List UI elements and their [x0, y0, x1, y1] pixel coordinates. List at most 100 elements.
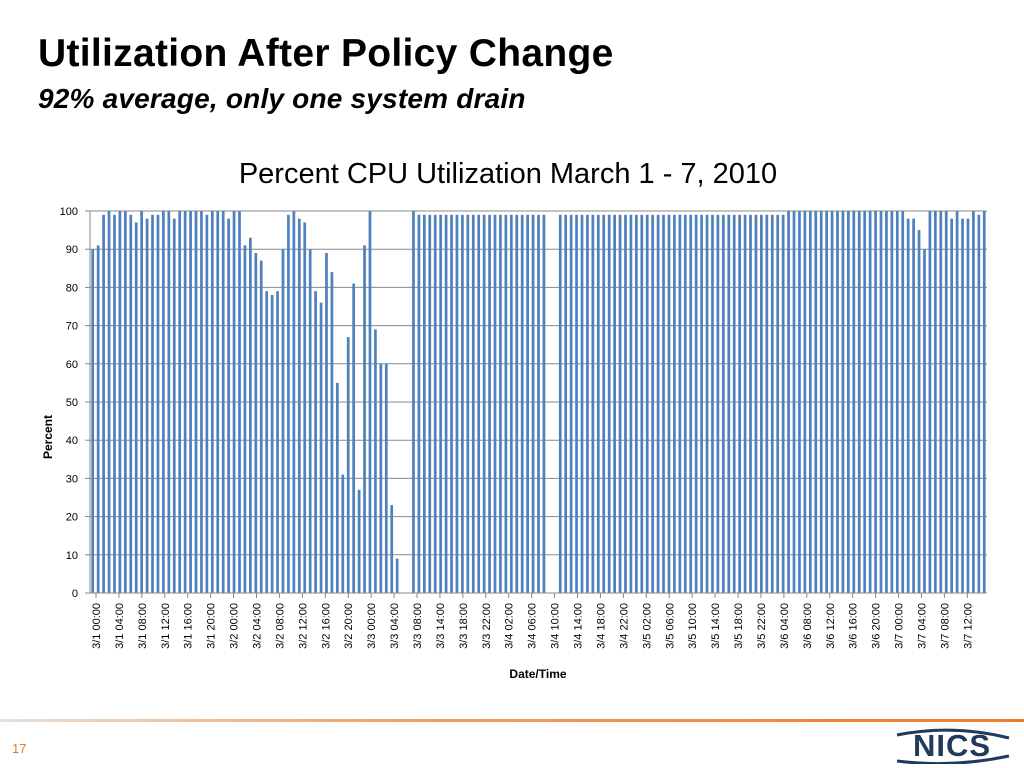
x-tick-label: 3/5 14:00 [710, 603, 722, 649]
bar [123, 211, 127, 593]
bar [819, 211, 823, 593]
bar [232, 211, 236, 593]
bar [395, 558, 399, 593]
bar [461, 214, 464, 593]
x-tick-label: 3/2 00:00 [229, 603, 241, 649]
bar [363, 245, 366, 593]
x-tick-label: 3/1 04:00 [114, 603, 126, 649]
bar [955, 211, 959, 593]
bar [912, 218, 915, 593]
bar [526, 214, 529, 593]
y-tick-label: 90 [66, 244, 78, 256]
bar [939, 211, 943, 593]
bar [814, 211, 818, 593]
bar [749, 214, 752, 593]
bar [711, 214, 714, 593]
x-tick-label: 3/6 20:00 [871, 603, 883, 649]
x-tick-label: 3/4 10:00 [550, 603, 562, 649]
bar [950, 218, 954, 593]
x-tick-label: 3/3 00:00 [366, 603, 378, 649]
bar [216, 211, 220, 593]
bar [863, 211, 867, 593]
bar [721, 214, 725, 593]
bar [836, 211, 839, 593]
bar [422, 214, 426, 593]
bar [928, 211, 932, 593]
y-tick-label: 80 [66, 282, 78, 294]
bar [830, 211, 834, 593]
bar [134, 222, 138, 593]
y-tick-label: 20 [66, 512, 78, 524]
bar [102, 214, 105, 593]
bars [91, 211, 986, 593]
x-axis-label: Date/Time [509, 667, 566, 681]
bar [803, 211, 807, 593]
bar [254, 253, 258, 593]
bar [227, 218, 230, 593]
bar [596, 214, 600, 593]
bar [716, 214, 720, 593]
bar [471, 214, 475, 593]
bar [531, 214, 535, 593]
bar [727, 214, 731, 593]
bar [558, 214, 562, 593]
chart-title: Percent CPU Utilization March 1 - 7, 201… [239, 158, 777, 190]
bar [287, 214, 290, 593]
bar [743, 214, 747, 593]
x-tick-label: 3/1 20:00 [206, 603, 218, 649]
bar [205, 214, 209, 593]
bar [91, 249, 95, 593]
bar [129, 214, 133, 593]
bar [591, 214, 595, 593]
x-tick-label: 3/6 08:00 [802, 603, 814, 649]
bar [243, 245, 247, 593]
x-tick-label: 3/4 06:00 [527, 603, 539, 649]
bar [325, 253, 328, 593]
bar [162, 211, 165, 593]
bar [194, 211, 198, 593]
x-tick-label: 3/4 14:00 [573, 603, 585, 649]
bar [450, 214, 453, 593]
y-tick-label: 40 [66, 435, 78, 447]
bar [210, 211, 214, 593]
bar [330, 272, 334, 593]
x-tick-label: 3/2 20:00 [343, 603, 355, 649]
bar [765, 214, 769, 593]
x-tick-label: 3/5 10:00 [687, 603, 699, 649]
x-tick-label: 3/1 00:00 [91, 603, 103, 649]
bar [156, 214, 160, 593]
x-tick-label: 3/6 12:00 [825, 603, 837, 649]
nics-logo-text: NICS [913, 728, 991, 763]
bar [314, 291, 317, 593]
bar [808, 211, 812, 593]
y-tick-label: 100 [60, 206, 78, 218]
bar [265, 291, 269, 593]
bar [754, 214, 758, 593]
x-tick-label: 3/7 08:00 [939, 603, 951, 649]
bar [515, 214, 519, 593]
bar [656, 214, 660, 593]
bar [493, 214, 497, 593]
y-tick-label: 70 [66, 321, 78, 333]
x-tick-labels: 3/1 00:00 3/1 04:00 3/1 08:00 3/1 12:00 3/1 … [91, 603, 974, 649]
bar [624, 214, 627, 593]
bar [292, 211, 296, 593]
bar [412, 211, 415, 593]
y-tick-labels: 0 10 20 30 40 50 60 70 80 90 100 [60, 206, 78, 600]
bar [542, 214, 546, 593]
bar [917, 230, 921, 593]
bar [868, 211, 872, 593]
bar [694, 214, 698, 593]
bar [689, 214, 693, 593]
x-tick-label: 3/3 08:00 [412, 603, 424, 649]
bar [259, 260, 263, 593]
bar [683, 214, 687, 593]
logo-swoosh-bottom [896, 754, 1010, 764]
bar [792, 211, 796, 593]
bar [651, 214, 655, 593]
bar [776, 214, 780, 593]
x-tick-label: 3/3 14:00 [435, 603, 447, 649]
nics-logo: NICS [896, 728, 1010, 764]
bar [151, 214, 154, 593]
bar [281, 249, 285, 593]
